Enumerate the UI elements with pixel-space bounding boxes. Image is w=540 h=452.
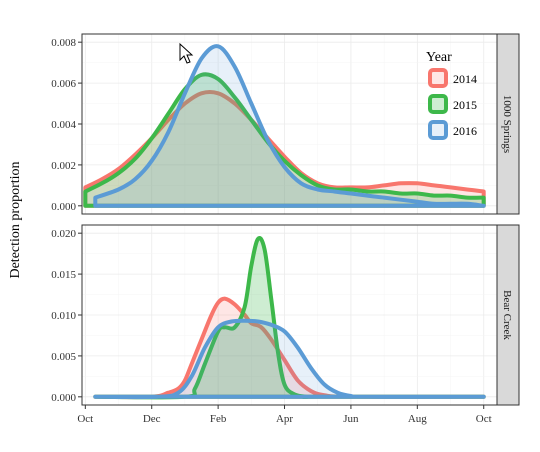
- y-tick-label: 0.020: [51, 228, 76, 240]
- line-2016: [93, 44, 486, 208]
- y-tick-label: 0.008: [51, 37, 76, 49]
- x-tick-label: Oct: [77, 413, 93, 425]
- axis-layer: 0.000 0.002 0.004 0.006 0.008 0.000 0.005 0.010…: [51, 37, 491, 425]
- strip-label-1000-springs: 1000 Springs: [501, 95, 513, 153]
- legend-key-2016: [428, 120, 448, 140]
- y-tick-label: 0.000: [51, 392, 76, 404]
- grid-layer: [82, 34, 497, 405]
- line-2016: [93, 318, 486, 400]
- legend-key-bg-2016: [428, 120, 448, 140]
- line-2014: [93, 296, 486, 400]
- y-tick-label: 0.010: [51, 310, 76, 322]
- y-tick-label: 0.015: [51, 269, 76, 281]
- mouse-pointer-icon: [179, 42, 194, 64]
- area-2014: [85, 92, 484, 206]
- x-tick-label: Feb: [210, 413, 227, 425]
- line-2015: [83, 72, 486, 208]
- legend: Year 2014 2015 2016: [426, 50, 477, 140]
- x-tick-label: Oct: [476, 413, 492, 425]
- x-tick-label: Apr: [276, 413, 293, 425]
- y-tick-label: 0.000: [51, 201, 76, 213]
- strip-bear-creek: [496, 224, 520, 406]
- x-tick-label: Dec: [143, 413, 161, 425]
- legend-items: 2014 2015 2016: [428, 68, 477, 140]
- y-axis-title: Detection proportion: [8, 161, 23, 278]
- legend-label-2016: 2016: [453, 124, 477, 138]
- y-tick-label: 0.004: [51, 119, 76, 131]
- x-tick-label: Aug: [408, 413, 427, 425]
- area-2015: [85, 74, 484, 206]
- x-tick-label: Jun: [343, 413, 359, 425]
- legend-key-bg-2014: [428, 68, 448, 88]
- legend-title: Year: [426, 50, 452, 65]
- legend-key-2015: [428, 94, 448, 114]
- strip-label-bear-creek: Bear Creek: [501, 290, 513, 340]
- strip-1000-springs: [496, 33, 520, 215]
- legend-label-2015: 2015: [453, 98, 477, 112]
- y-tick-label: 0.005: [51, 351, 76, 363]
- legend-key-bg-2015: [428, 94, 448, 114]
- y-tick-label: 0.006: [51, 78, 76, 90]
- y-tick-label: 0.002: [51, 160, 76, 172]
- area-2016: [95, 46, 484, 206]
- series-layer: [83, 44, 486, 400]
- legend-label-2014: 2014: [453, 72, 477, 86]
- legend-key-2014: [428, 68, 448, 88]
